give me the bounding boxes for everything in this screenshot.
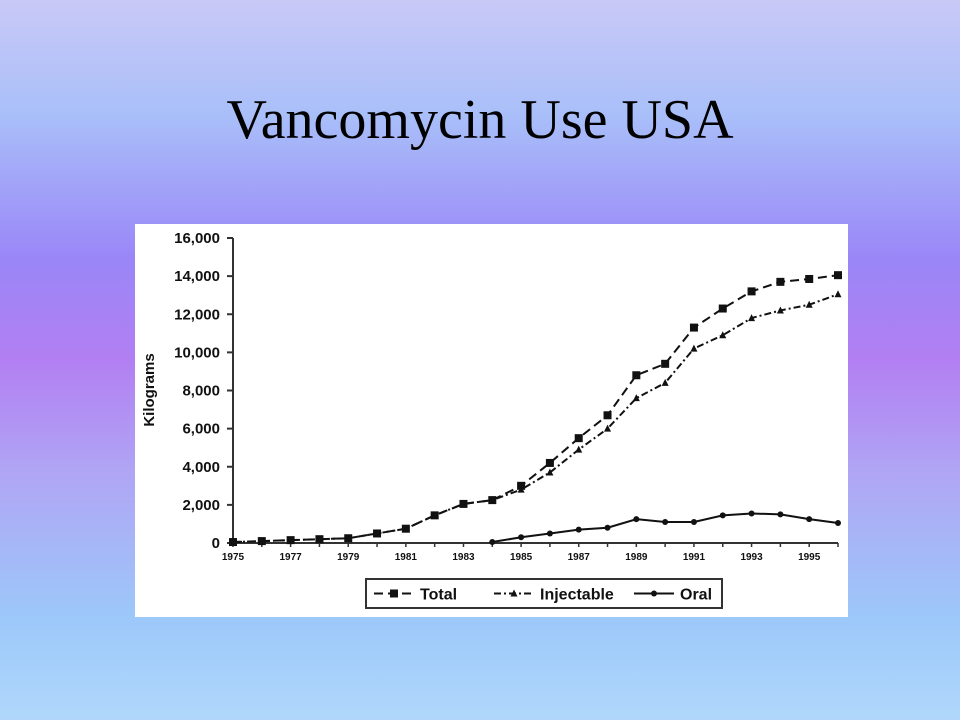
y-tick-label: 16,000 — [174, 230, 220, 247]
data-point-total — [776, 277, 785, 286]
x-tick-label: 1981 — [395, 552, 418, 563]
x-tick-label: 1983 — [452, 552, 475, 563]
x-tick-label: 1987 — [568, 552, 591, 563]
data-point-total — [805, 274, 814, 283]
series-injectable — [229, 290, 842, 546]
data-point-injectable — [748, 314, 756, 322]
series-total — [229, 271, 842, 547]
legend-label-total: Total — [420, 587, 457, 604]
data-point-injectable — [776, 306, 784, 314]
y-tick-label: 4,000 — [182, 459, 220, 476]
data-point-total — [689, 323, 698, 332]
x-tick-label: 1995 — [798, 552, 821, 563]
data-point-oral — [604, 524, 611, 531]
data-point-injectable — [431, 511, 439, 519]
data-point-total — [545, 458, 554, 467]
data-point-total — [718, 304, 727, 313]
x-axis: 1975 1977 1979 1981 1983 1985 1987 1989 1991 1993… — [222, 542, 839, 563]
data-point-injectable — [373, 529, 381, 537]
y-axis-label: Kilograms — [141, 353, 158, 426]
series-group — [229, 271, 842, 547]
data-point-oral — [575, 526, 582, 533]
x-tick-label: 1977 — [279, 552, 302, 563]
y-tick-label: 0 — [212, 535, 220, 552]
x-tick-label: 1991 — [683, 552, 706, 563]
legend-label-oral: Oral — [680, 587, 712, 604]
legend-marker-total — [390, 589, 398, 598]
data-point-injectable — [632, 394, 640, 402]
data-point-oral — [633, 516, 640, 523]
x-tick-label: 1985 — [510, 552, 533, 563]
data-point-injectable — [719, 331, 727, 339]
data-point-injectable — [459, 499, 467, 507]
legend-marker-injectable — [510, 589, 518, 597]
series-line-injectable — [232, 293, 839, 544]
data-point-injectable — [517, 485, 525, 493]
y-axis: 0 2,000 4,000 6,000 8,000 10,000 12,000 14,000 1… — [174, 230, 234, 552]
data-point-oral — [806, 516, 813, 523]
legend-label-injectable: Injectable — [540, 587, 614, 604]
data-point-oral — [546, 530, 553, 537]
data-point-total — [747, 287, 756, 296]
y-tick-label: 8,000 — [182, 383, 220, 400]
data-point-total — [632, 371, 641, 380]
data-point-oral — [777, 511, 784, 518]
y-tick-label: 12,000 — [174, 306, 220, 323]
x-tick-label: 1975 — [222, 552, 245, 563]
y-tick-label: 6,000 — [182, 421, 220, 438]
data-point-total — [661, 359, 670, 368]
y-tick-label: 14,000 — [174, 268, 220, 285]
x-tick-label: 1993 — [740, 552, 763, 563]
series-oral — [489, 510, 841, 546]
x-tick-label: 1989 — [625, 552, 648, 563]
data-point-injectable — [315, 535, 323, 543]
data-point-total — [603, 411, 612, 420]
data-point-injectable — [488, 496, 496, 504]
data-point-oral — [719, 512, 726, 519]
line-chart: 0 2,000 4,000 6,000 8,000 10,000 12,000 14,000 1… — [141, 230, 842, 609]
data-point-oral — [662, 519, 669, 526]
legend: Total Injectable Oral — [365, 578, 723, 609]
data-point-injectable — [604, 424, 612, 432]
data-point-oral — [835, 519, 841, 526]
slide-title: Vancomycin Use USA — [226, 89, 734, 151]
data-point-oral — [748, 510, 755, 517]
data-point-injectable — [287, 536, 295, 544]
data-point-injectable — [402, 524, 410, 532]
chart-panel: 0 2,000 4,000 6,000 8,000 10,000 12,000 14,000 1… — [135, 224, 848, 617]
data-point-injectable — [690, 344, 698, 352]
y-tick-label: 10,000 — [174, 344, 220, 361]
data-point-injectable — [834, 290, 842, 298]
data-point-total — [834, 271, 842, 280]
data-point-injectable — [229, 538, 237, 546]
data-point-injectable — [546, 468, 554, 476]
data-point-injectable — [344, 534, 352, 542]
data-point-injectable — [575, 445, 583, 453]
data-point-total — [574, 434, 583, 443]
legend-marker-oral — [651, 590, 657, 597]
y-tick-label: 2,000 — [182, 497, 220, 514]
data-point-injectable — [258, 537, 266, 545]
data-point-injectable — [661, 378, 669, 386]
data-point-injectable — [805, 300, 813, 308]
series-line-total — [232, 274, 839, 544]
data-point-oral — [489, 539, 496, 546]
data-point-oral — [518, 534, 525, 541]
series-line-oral — [492, 512, 839, 544]
x-tick-label: 1979 — [337, 552, 360, 563]
data-point-oral — [690, 519, 697, 526]
